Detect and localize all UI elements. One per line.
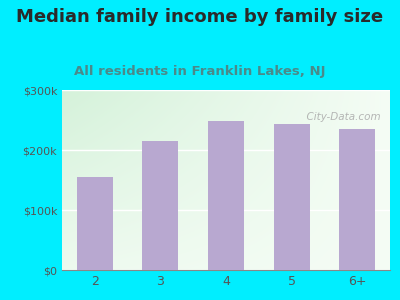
Text: All residents in Franklin Lakes, NJ: All residents in Franklin Lakes, NJ: [74, 64, 326, 77]
Text: Median family income by family size: Median family income by family size: [16, 8, 384, 26]
Text: City-Data.com: City-Data.com: [300, 112, 380, 122]
Bar: [142, 141, 178, 270]
Bar: [208, 121, 244, 270]
Bar: [77, 177, 113, 270]
Bar: [339, 129, 375, 270]
Bar: [274, 124, 310, 270]
